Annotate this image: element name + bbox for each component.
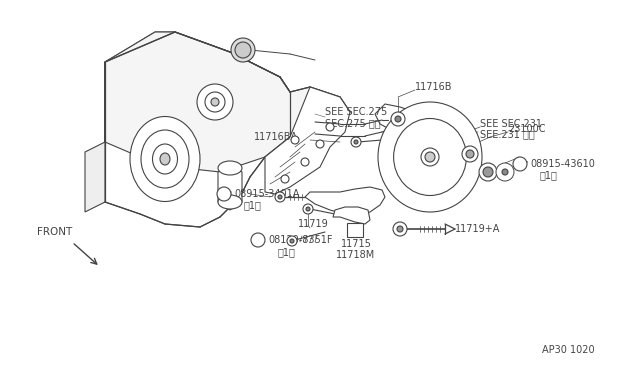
Text: AP30 1020: AP30 1020 xyxy=(542,345,595,355)
Text: SEE SEC.231: SEE SEC.231 xyxy=(480,119,542,129)
Circle shape xyxy=(217,187,231,201)
Circle shape xyxy=(316,140,324,148)
Ellipse shape xyxy=(394,119,467,196)
Text: FRONT: FRONT xyxy=(37,227,72,237)
Circle shape xyxy=(301,158,309,166)
Circle shape xyxy=(395,116,401,122)
Text: 08915-3401A: 08915-3401A xyxy=(234,189,300,199)
Text: B: B xyxy=(259,235,264,244)
Ellipse shape xyxy=(218,195,242,209)
Circle shape xyxy=(231,38,255,62)
Circle shape xyxy=(496,163,514,181)
Circle shape xyxy=(251,233,265,247)
Text: SEE.231 参照: SEE.231 参照 xyxy=(480,129,535,139)
Ellipse shape xyxy=(152,144,177,174)
Circle shape xyxy=(513,157,527,171)
Circle shape xyxy=(326,123,334,131)
Text: 08915-43610: 08915-43610 xyxy=(530,159,595,169)
Circle shape xyxy=(290,239,294,243)
Circle shape xyxy=(205,92,225,112)
Text: 11715: 11715 xyxy=(340,239,371,249)
Circle shape xyxy=(479,163,497,181)
Text: （1）: （1） xyxy=(278,247,296,257)
Circle shape xyxy=(287,236,297,246)
Polygon shape xyxy=(333,207,370,224)
Circle shape xyxy=(354,140,358,144)
Circle shape xyxy=(211,98,219,106)
Circle shape xyxy=(397,226,403,232)
Circle shape xyxy=(306,207,310,211)
Text: W: W xyxy=(520,161,527,167)
Text: 23100C: 23100C xyxy=(508,124,545,134)
Circle shape xyxy=(483,167,493,177)
Polygon shape xyxy=(375,104,420,132)
Circle shape xyxy=(393,222,407,236)
Polygon shape xyxy=(218,164,242,210)
Polygon shape xyxy=(265,87,350,194)
Polygon shape xyxy=(105,32,290,227)
Ellipse shape xyxy=(378,102,482,212)
Circle shape xyxy=(502,169,508,175)
Circle shape xyxy=(235,42,251,58)
Text: M: M xyxy=(225,191,231,197)
Text: 11716BA: 11716BA xyxy=(254,132,298,142)
Ellipse shape xyxy=(141,130,189,188)
Polygon shape xyxy=(85,62,105,212)
Circle shape xyxy=(275,192,285,202)
Text: 08120-8351F: 08120-8351F xyxy=(268,235,333,245)
Circle shape xyxy=(351,137,361,147)
Circle shape xyxy=(197,84,233,120)
Circle shape xyxy=(391,112,405,126)
Text: 11716B: 11716B xyxy=(415,82,452,92)
Circle shape xyxy=(291,136,299,144)
FancyBboxPatch shape xyxy=(347,223,363,237)
Circle shape xyxy=(303,204,313,214)
Text: 11719: 11719 xyxy=(298,219,329,229)
Ellipse shape xyxy=(218,161,242,175)
Polygon shape xyxy=(305,187,385,215)
Text: （1）: （1） xyxy=(540,170,558,180)
Ellipse shape xyxy=(130,116,200,202)
Ellipse shape xyxy=(160,153,170,165)
Circle shape xyxy=(281,175,289,183)
Text: 11718M: 11718M xyxy=(337,250,376,260)
Ellipse shape xyxy=(421,148,439,166)
Circle shape xyxy=(278,195,282,199)
Circle shape xyxy=(466,150,474,158)
Polygon shape xyxy=(105,32,350,172)
Text: 11719+A: 11719+A xyxy=(455,224,500,234)
Text: SEE SEC.275: SEE SEC.275 xyxy=(325,107,387,117)
Text: SEC.275 参照: SEC.275 参照 xyxy=(325,118,381,128)
Ellipse shape xyxy=(425,152,435,162)
Text: （1）: （1） xyxy=(244,200,262,210)
Circle shape xyxy=(462,146,478,162)
